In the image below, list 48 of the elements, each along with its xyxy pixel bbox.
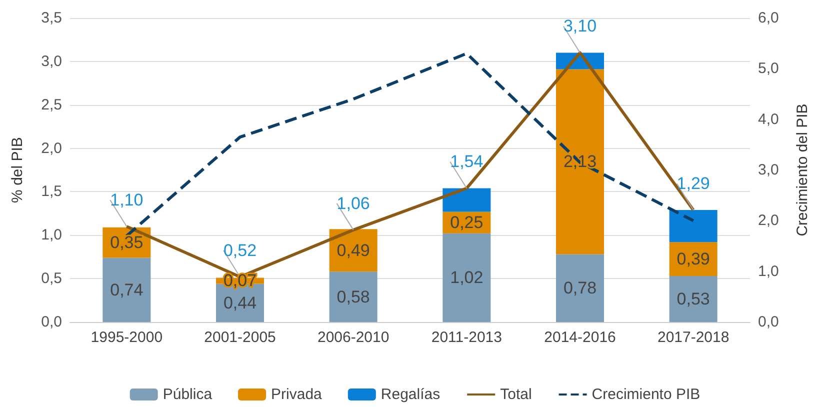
legend-label: Total: [500, 386, 532, 403]
y-tick-label: 3,0: [41, 52, 62, 70]
y-tick-label: 2,0: [41, 140, 62, 157]
y-tick-label: 0,5: [41, 270, 62, 288]
data-label: 0,53: [676, 289, 710, 308]
bar: [556, 69, 604, 254]
y2-tick-label: 5,0: [758, 60, 779, 78]
data-label: 0,58: [336, 287, 370, 306]
data-label: 3,10: [563, 16, 597, 36]
y2-tick-label: 3,0: [758, 162, 779, 178]
y-tick-label: 2,5: [41, 96, 62, 114]
data-label: 0,74: [110, 280, 144, 300]
x-tick-label: 2017-2018: [657, 329, 730, 346]
data-label: 0,49: [336, 240, 370, 260]
data-label: 1,54: [450, 152, 484, 172]
data-label: 0,35: [110, 233, 144, 252]
data-label: 1,02: [450, 268, 484, 288]
bar: [442, 233, 491, 322]
data-label: 0,52: [223, 240, 257, 260]
data-label: 0,25: [450, 213, 484, 232]
x-tick-label: 1995-2000: [90, 329, 163, 346]
legend-label: Regalías: [380, 386, 440, 403]
legend-label: Privada: [271, 386, 323, 403]
data-label: 0,44: [223, 293, 257, 312]
y2-tick-label: 4,0: [758, 110, 779, 128]
x-tick-label: 2014-2016: [544, 329, 616, 346]
y-axis-title: % del PIB: [9, 137, 26, 203]
data-label: 1,06: [336, 194, 370, 213]
y2-axis-title: Crecimiento del PIB: [794, 104, 811, 236]
legend-label: Crecimiento PIB: [592, 386, 700, 403]
y2-tick-label: 6,0: [758, 10, 779, 26]
data-label: 1,10: [110, 190, 144, 210]
bar: [442, 188, 491, 212]
y-tick-label: 0,0: [41, 314, 62, 330]
y-tick-label: 1,0: [41, 226, 62, 244]
y-tick-label: 1,5: [41, 183, 62, 200]
y2-tick-label: 2,0: [758, 212, 779, 230]
bar: [669, 210, 718, 242]
x-tick-label: 2001-2005: [204, 329, 276, 346]
x-tick-label: 2011-2013: [431, 329, 502, 346]
y-tick-label: 3,5: [41, 10, 62, 26]
legend-label: Pública: [162, 386, 213, 403]
data-label: 0,78: [563, 278, 597, 298]
data-label: 1,29: [676, 174, 710, 193]
data-label: 0,39: [676, 250, 710, 269]
y2-tick-label: 0,0: [758, 314, 779, 330]
y2-tick-label: 1,0: [758, 262, 779, 280]
x-tick-label: 2006-2010: [317, 329, 390, 346]
